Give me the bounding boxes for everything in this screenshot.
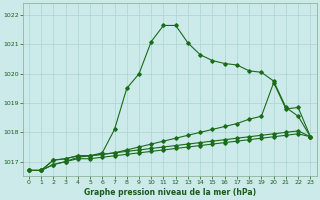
X-axis label: Graphe pression niveau de la mer (hPa): Graphe pression niveau de la mer (hPa): [84, 188, 256, 197]
